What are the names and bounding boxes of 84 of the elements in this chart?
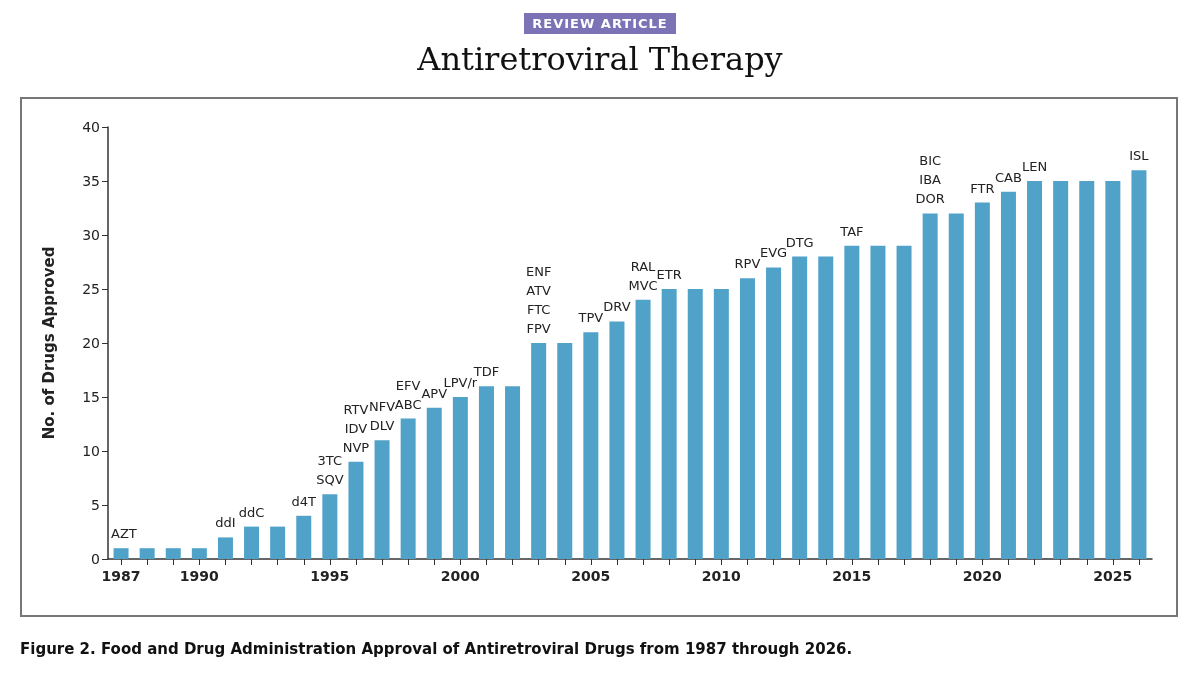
y-tick-label: 35 (82, 173, 100, 189)
annotation: RPV (734, 256, 761, 272)
x-tick-label: 1990 (179, 568, 220, 584)
annotation: DTG (785, 234, 814, 250)
chart-title: Antiretroviral Therapy (416, 40, 784, 78)
bar (713, 289, 729, 559)
bar (348, 461, 364, 559)
annotation: CAB (995, 169, 1022, 185)
x-tick-label: 2020 (962, 568, 1003, 584)
annotation: 3TC SQV (316, 453, 344, 488)
bar (635, 299, 651, 559)
bar (139, 548, 155, 559)
bar (374, 440, 390, 559)
y-axis-title: No. of Drugs Approved (39, 246, 58, 440)
annotation: FTR (970, 180, 995, 196)
bar (974, 202, 990, 559)
x-tick-label: 2005 (571, 568, 611, 584)
annotation: BIC IBA DOR (915, 153, 945, 207)
bar (165, 548, 181, 559)
bar (191, 548, 207, 559)
bar (1079, 181, 1095, 559)
y-tick-label: 40 (82, 119, 100, 135)
bar (296, 515, 312, 559)
annotation: RTV IDV NVP (342, 401, 370, 455)
annotation: ISL (1129, 148, 1150, 164)
bar (244, 526, 260, 559)
annotation: RAL MVC (628, 258, 658, 293)
bar (217, 537, 233, 559)
x-tick-label: 2010 (701, 568, 742, 584)
x-tick-label: 2025 (1093, 568, 1133, 584)
x-tick-label: 1987 (101, 568, 141, 584)
bar (1131, 170, 1147, 559)
y-tick-label: 20 (82, 335, 100, 351)
y-tick-label: 30 (82, 227, 100, 243)
annotation: AZT (110, 526, 137, 542)
annotation: ETR (656, 267, 682, 282)
annotation: NFV DLV (369, 399, 396, 434)
bar (1027, 181, 1043, 559)
caption: Figure 2. Food and Drug Administration Approval of Antiretroviral Drugs from 1987 through 2026. (20, 640, 853, 658)
annotation: ddI (215, 515, 236, 531)
bar (661, 289, 677, 559)
bar (792, 256, 808, 559)
annotation: EVG (759, 245, 788, 261)
bar (818, 256, 834, 559)
y-tick-label: 10 (82, 443, 100, 459)
bar (1053, 181, 1069, 559)
bar (557, 343, 573, 559)
annotation: DRV (603, 299, 631, 315)
annotation: d4T (291, 493, 317, 509)
y-tick-label: 5 (91, 497, 100, 513)
bar (452, 397, 468, 559)
bar (583, 332, 599, 559)
bar (948, 213, 964, 559)
bar (322, 494, 338, 559)
bar (400, 418, 416, 559)
x-tick-label: 2015 (832, 568, 872, 584)
annotation: LEN (1021, 159, 1048, 174)
bar (505, 386, 521, 559)
annotation: TPV (577, 310, 604, 326)
bar (896, 245, 912, 559)
annotation: TAF (839, 223, 864, 239)
bar (1000, 191, 1016, 559)
x-tick-label: 1995 (310, 568, 350, 584)
bar (531, 343, 547, 559)
bar (739, 278, 755, 559)
bar (870, 245, 886, 559)
bar (687, 289, 703, 559)
x-tick-label: 2000 (440, 568, 481, 584)
annotation: ENF ATV FTC FPV (525, 264, 552, 336)
bar (1105, 181, 1121, 559)
bar (922, 213, 938, 559)
y-tick-label: 0 (91, 551, 100, 567)
bar (270, 526, 286, 559)
bar (426, 407, 442, 559)
y-tick-label: 15 (82, 389, 100, 405)
chart-subtitle: REVIEW ARTICLE (524, 13, 676, 34)
annotation: EFV ABC (394, 377, 422, 412)
bar (478, 386, 494, 559)
bar (844, 245, 860, 559)
bar (766, 267, 782, 559)
annotation: ddC (238, 504, 265, 520)
bar (609, 321, 625, 559)
bar (113, 548, 129, 559)
y-tick-label: 25 (82, 281, 100, 297)
